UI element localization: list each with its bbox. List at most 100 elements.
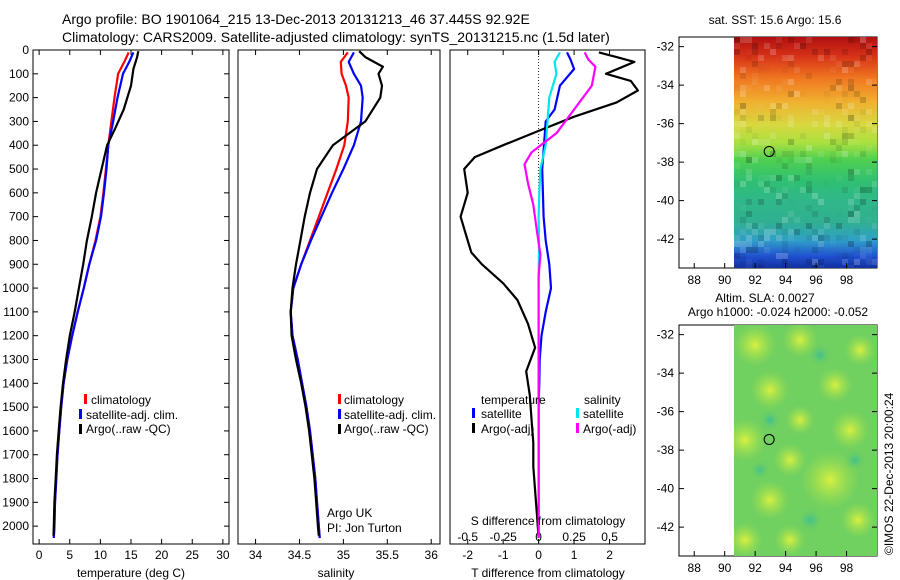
legend-swatch-t-argo (472, 423, 475, 433)
temperature-plot-frame (32, 49, 230, 545)
x-tick-label: 5 (66, 548, 73, 562)
x-tick-label: 15 (124, 548, 138, 562)
temperature-legend: climatology satellite-adj. clim. Argo(..… (79, 393, 178, 436)
depth-tick-label: 100 (9, 67, 29, 81)
salinity-x-label: salinity (318, 566, 355, 580)
x-tick-label: 0 (535, 548, 542, 562)
s-difference-label: S difference from climatology (471, 514, 626, 528)
depth-tick-label: 500 (9, 162, 29, 176)
legend-label-satellite: satellite-adj. clim. (344, 408, 436, 422)
depth-tick-label: 1700 (2, 448, 29, 462)
legend-label-t-argo: Argo(-adj) (481, 422, 534, 436)
legend-swatch-satellite (338, 409, 341, 419)
x-tick-label: 35 (337, 548, 351, 562)
sst-lat-axis: -32 -34 -36 -38 -40 -42 (657, 40, 877, 246)
legend-label-argo: Argo(..raw -QC) (344, 422, 429, 436)
x-tick-label: 35.5 (376, 548, 400, 562)
depth-tick-label: 1800 (2, 472, 29, 486)
lat-tick-label: -42 (657, 232, 675, 246)
x-tick-label: 36 (425, 548, 439, 562)
lon-tick-label: 98 (840, 561, 854, 575)
salinity-legend: climatology satellite-adj. clim. Argo(..… (338, 393, 436, 436)
depth-tick-label: 600 (9, 186, 29, 200)
depth-tick-label: 1600 (2, 424, 29, 438)
sla-lat-axis: -32 -34 -36 -38 -40 -42 (657, 328, 877, 534)
legend-swatch-climatology (84, 394, 87, 404)
figure-title-line2: Climatology: CARS2009. Satellite-adjuste… (62, 29, 610, 45)
depth-tick-label: 800 (9, 233, 29, 247)
temperature-panel: 0100200300400500600700800900100011001200… (2, 43, 645, 580)
s-tick-label: -0.5 (457, 530, 478, 544)
pi-label: PI: Jon Turton (327, 521, 402, 535)
x-tick-label: 1 (571, 548, 578, 562)
sla-lon-axis: 88 90 92 94 96 98 (688, 551, 854, 575)
lat-tick-label: -40 (657, 194, 675, 208)
s-tick-label: 0.25 (562, 530, 586, 544)
lat-tick-label: -34 (657, 366, 675, 380)
x-tick-label: 34.5 (288, 548, 312, 562)
salinity-panel: 34 34.5 35 35.5 36 salinity climatology sate… (237, 49, 441, 580)
lon-tick-label: 92 (748, 273, 762, 287)
depth-tick-label: 1900 (2, 495, 29, 509)
depth-tick-label: 1100 (3, 305, 29, 319)
lon-tick-label: 92 (748, 561, 762, 575)
legend-label-s-argo: Argo(-adj) (583, 422, 636, 436)
legend-label-argo: Argo(..raw -QC) (86, 422, 171, 436)
s-difference-ticks: -0.5 -0.25 0 0.25 0.5 (457, 530, 618, 544)
depth-tick-label: 400 (9, 138, 29, 152)
depth-tick-label: 1300 (2, 352, 29, 366)
depth-tick-label: 1200 (2, 329, 29, 343)
difference-series (459, 51, 640, 539)
sla-heatmap (734, 325, 877, 556)
sst-map-title: sat. SST: 15.6 Argo: 15.6 (709, 13, 842, 27)
x-tick-label: 34 (249, 548, 263, 562)
temperature-series (52, 50, 140, 539)
salinity-argo-adj-line (523, 51, 597, 538)
t-difference-x-axis: -2 -1 0 1 2 (462, 50, 613, 562)
depth-tick-label: 200 (9, 91, 29, 105)
lon-tick-label: 88 (688, 273, 702, 287)
legend-swatch-climatology (338, 394, 341, 404)
temperature-x-axis: 0 5 10 15 20 25 30 (36, 50, 230, 562)
lon-tick-label: 96 (809, 561, 823, 575)
legend-group-temperature: temperature (481, 393, 546, 407)
difference-legend: temperature salinity satellite Argo(-adj… (472, 393, 636, 436)
x-tick-label: -2 (462, 548, 473, 562)
lat-tick-label: -32 (657, 40, 675, 54)
lon-tick-label: 98 (840, 273, 854, 287)
lat-tick-label: -36 (657, 117, 675, 131)
credit-timestamp: ©IMOS 22-Dec-2013 20:00:24 (882, 392, 896, 555)
salinity-series (289, 50, 384, 539)
figure-title-line1: Argo profile: BO 1901064_215 13-Dec-2013… (62, 11, 530, 27)
lon-tick-label: 90 (718, 561, 732, 575)
legend-swatch-t-satellite (472, 408, 475, 418)
s-tick-label: -0.25 (490, 530, 518, 544)
legend-label-t-satellite: satellite (481, 407, 522, 421)
depth-tick-label: 1500 (2, 400, 29, 414)
depth-tick-label: 1400 (2, 376, 29, 390)
lon-tick-label: 94 (779, 561, 793, 575)
x-tick-label: 2 (606, 548, 613, 562)
argo-raw-qc-line (289, 50, 384, 536)
legend-label-climatology: climatology (344, 393, 404, 407)
lon-tick-label: 90 (718, 273, 732, 287)
institution-label: Argo UK (327, 506, 372, 520)
sla-map-title: Altim. SLA: 0.0027 (715, 291, 815, 305)
sla-map-panel: Altim. SLA: 0.0027 Argo h1000: -0.024 h2… (657, 291, 878, 575)
lon-tick-label: 88 (688, 561, 702, 575)
depth-tick-label: 300 (9, 114, 29, 128)
x-tick-label: 25 (186, 548, 200, 562)
lat-tick-label: -40 (657, 482, 675, 496)
argo-location-marker (763, 145, 775, 157)
x-tick-label: -1 (498, 548, 509, 562)
argo-location-marker (763, 433, 775, 445)
lat-tick-label: -32 (657, 328, 675, 342)
t-difference-label: T difference from climatology (471, 566, 625, 580)
sst-map-panel: sat. SST: 15.6 Argo: 15.6 -32 -34 -36 -38 -4… (657, 13, 878, 287)
lon-tick-label: 96 (809, 273, 823, 287)
sla-map-subtitle: Argo h1000: -0.024 h2000: -0.052 (688, 305, 868, 319)
legend-swatch-s-argo (576, 423, 579, 433)
lat-tick-label: -34 (657, 78, 675, 92)
lat-tick-label: -42 (657, 520, 675, 534)
